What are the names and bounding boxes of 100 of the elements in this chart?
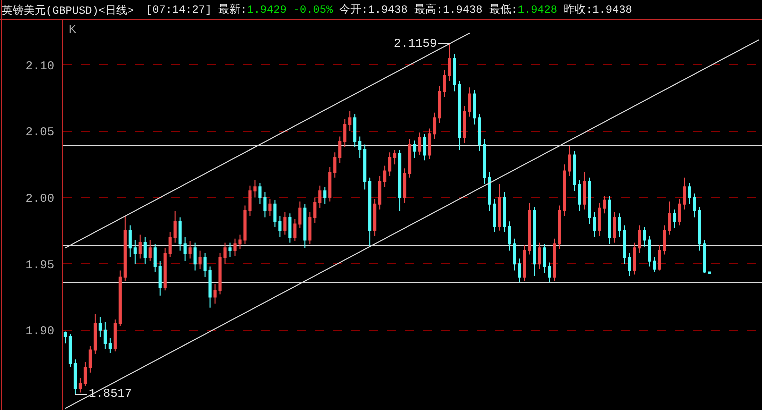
candlestick [393, 150, 397, 166]
candlestick [228, 242, 232, 258]
candlestick [298, 201, 302, 229]
candlestick [608, 196, 612, 245]
candlestick [498, 184, 502, 232]
annotation: 1.8517 [89, 387, 132, 401]
candlestick [334, 152, 337, 178]
candlestick [98, 316, 102, 338]
candlestick [613, 212, 616, 244]
text: [07:14:27] 最新:1.9429 -0.05% 今开:1.9438 最高:1.9438 最低:1.9428 昨收:1.9438 [146, 5, 632, 17]
candlestick [438, 86, 442, 124]
candlestick [374, 198, 377, 237]
candlestick [658, 245, 662, 272]
candlestick [483, 138, 486, 185]
candlestick [268, 198, 272, 217]
candlestick [638, 225, 642, 254]
candlestick [74, 359, 78, 395]
candlestick [364, 144, 367, 190]
candlestick [124, 216, 127, 282]
candlestick [448, 44, 452, 82]
candlestick [678, 198, 682, 226]
candlestick [158, 260, 162, 296]
candlestick [383, 165, 387, 188]
candlestick [418, 132, 422, 156]
candlestick [543, 244, 546, 274]
candlestick [304, 204, 307, 249]
candlestick [64, 331, 68, 344]
candlestick [68, 334, 72, 368]
candlestick [628, 252, 632, 277]
candlestick [653, 256, 656, 273]
candlestick [78, 378, 82, 394]
candlestick [643, 226, 646, 248]
candlestick [528, 202, 532, 256]
candlestick [114, 319, 117, 352]
candlestick [164, 248, 167, 292]
candlestick [278, 216, 282, 238]
candlestick [423, 134, 427, 162]
candlestick [508, 221, 512, 252]
candlestick [118, 270, 122, 327]
annotation: 2.1159 [394, 37, 438, 51]
candlestick [693, 193, 696, 218]
candlestick [134, 240, 137, 265]
y-tick-label: 2.00 [26, 192, 55, 206]
candlestick [533, 206, 536, 277]
candlestick [458, 80, 462, 150]
candlestick [344, 118, 347, 148]
y-tick-label: 2.10 [26, 59, 55, 74]
candlestick [348, 111, 352, 132]
candlestick [698, 206, 702, 252]
candlestick [538, 242, 542, 270]
line-series [65, 39, 760, 410]
candlestick [274, 200, 277, 228]
candlestick [108, 338, 112, 354]
candlestick [433, 112, 437, 140]
candlestick [583, 172, 586, 210]
candlestick [128, 225, 132, 258]
candlestick [633, 242, 636, 276]
candlestick [138, 234, 142, 260]
candlestick [314, 197, 317, 224]
candlestick [354, 114, 357, 148]
candlestick [408, 138, 412, 178]
candlestick [148, 240, 152, 262]
candlestick [104, 322, 107, 350]
candlestick [548, 262, 552, 284]
candlestick [648, 236, 652, 268]
candlestick [184, 237, 187, 262]
candlestick [338, 136, 342, 164]
candlestick [673, 209, 676, 229]
candlestick [428, 128, 432, 160]
candlestick [144, 237, 147, 265]
candlestick [403, 168, 407, 204]
candlestick [413, 140, 417, 158]
candlestick [683, 177, 686, 210]
candlestick [284, 212, 287, 236]
candlestick [94, 314, 97, 355]
candlestick [663, 225, 666, 256]
candlestick [513, 238, 516, 272]
y-tick-label: 2.05 [26, 126, 55, 140]
candlestick [168, 232, 172, 258]
candlestick [703, 240, 706, 274]
candlestick [328, 166, 332, 202]
chart-title: 英镑美元(GBPUSD)<日线> [2, 4, 134, 18]
candlestick [84, 362, 88, 387]
annotation: K [69, 24, 77, 36]
candlestick [518, 258, 522, 284]
candlestick [463, 106, 466, 144]
candlestick [194, 242, 197, 272]
candlestick [174, 210, 177, 244]
candlestick [288, 213, 292, 244]
candlestick [378, 176, 382, 210]
candlestick [178, 217, 182, 252]
candlestick [198, 250, 202, 270]
candlestick [368, 177, 372, 248]
y-tick-label: 1.95 [26, 258, 55, 272]
candlestick [488, 172, 492, 212]
candlestick [358, 136, 362, 158]
candlestick [523, 245, 526, 282]
candlestick [468, 87, 472, 118]
candlestick [688, 182, 692, 205]
candlestick [478, 114, 482, 152]
